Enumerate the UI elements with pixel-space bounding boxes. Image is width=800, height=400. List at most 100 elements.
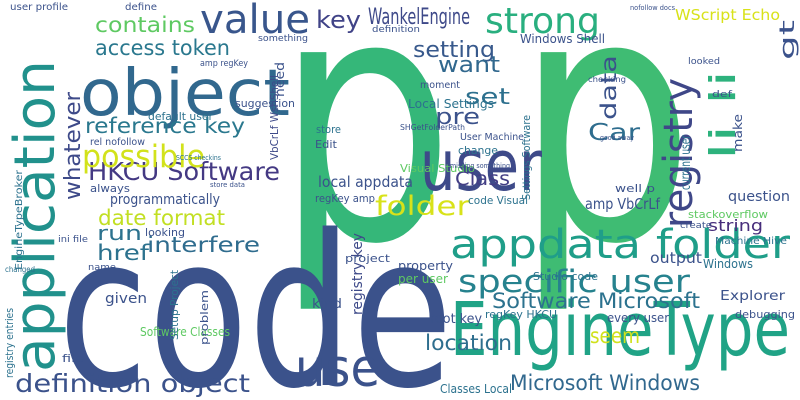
word: li li <box>703 70 744 160</box>
word: seem <box>590 324 640 348</box>
word: user <box>420 125 542 207</box>
word: definition object <box>15 369 250 398</box>
word: store <box>316 123 341 136</box>
word: WScript Echo <box>675 6 780 24</box>
word: programmatically <box>110 192 220 208</box>
word: problem <box>198 290 211 345</box>
word: def <box>712 90 733 100</box>
word: well p <box>615 182 655 195</box>
word: Software Microsoft <box>492 289 700 313</box>
word: rel nofollow <box>90 137 145 148</box>
word: EngineTypeBroker <box>14 169 25 270</box>
word: code <box>58 190 453 400</box>
word: given <box>105 291 147 307</box>
word: define <box>125 2 157 13</box>
word: SCCS checkins <box>176 154 221 162</box>
word: specific user <box>458 264 690 300</box>
word: Studio code <box>533 270 598 283</box>
word: Microsoft Windows <box>510 371 700 395</box>
word: Local Settings <box>408 97 494 111</box>
word: need <box>273 62 287 97</box>
word: user profile <box>10 2 68 13</box>
word: gt <box>775 20 799 60</box>
word: Machine Hive <box>715 236 787 247</box>
word: want <box>438 53 500 78</box>
word: output <box>650 249 702 267</box>
word: question <box>728 189 790 205</box>
word: regKey HKCU <box>485 308 557 321</box>
word: local appdata <box>318 173 413 191</box>
word: string <box>708 216 763 235</box>
word: application <box>3 60 68 372</box>
word: Software Classes <box>140 325 230 339</box>
word: suggestion <box>235 97 295 110</box>
word: data <box>597 55 621 120</box>
word: root key <box>430 312 482 327</box>
word: registry entries <box>3 308 16 378</box>
word: interfere <box>147 233 260 257</box>
word: Edit <box>315 138 338 151</box>
word: run <box>97 221 142 245</box>
word: checking <box>588 75 626 84</box>
word: Classes Local <box>440 382 512 396</box>
word: every user <box>607 311 669 325</box>
word: good away <box>600 134 634 142</box>
word: missing something <box>450 162 510 170</box>
word: User Machine <box>460 132 524 143</box>
word: appdata folder <box>450 222 791 268</box>
word: current user <box>679 135 694 190</box>
word: debugging <box>735 308 795 321</box>
word: key <box>316 6 361 34</box>
word: looked <box>688 57 720 67</box>
word: HKCU Software <box>88 157 280 186</box>
word: change <box>458 144 498 157</box>
word: set <box>465 85 510 110</box>
word: object <box>80 57 290 131</box>
word: p <box>515 0 695 319</box>
word: store data <box>210 181 245 189</box>
word: Setup Project <box>168 269 181 340</box>
word: kind <box>312 297 342 312</box>
word: Car <box>588 120 641 146</box>
word: date format <box>98 206 225 230</box>
word: use <box>295 339 380 399</box>
word: contains <box>95 13 195 37</box>
word: possible <box>82 139 205 175</box>
word: value <box>200 0 310 43</box>
word: changed <box>5 265 35 274</box>
word: Explorer <box>720 289 786 304</box>
word: default user <box>148 110 213 123</box>
word: file <box>62 352 84 365</box>
word: EngineType <box>450 287 790 373</box>
word: whatever <box>61 91 86 200</box>
word: href <box>97 241 150 265</box>
word: SHGetFolderPath <box>400 123 465 132</box>
word: looking <box>145 226 185 239</box>
word: registry <box>656 78 702 228</box>
word: Windows Shell <box>520 32 605 46</box>
word: p <box>275 0 455 319</box>
word: regKey amp <box>315 192 375 205</box>
word: reference key <box>85 114 245 138</box>
word: property <box>398 259 453 273</box>
word: strong <box>485 1 600 42</box>
word: definition <box>372 25 420 35</box>
word: stackoverflow <box>688 208 768 221</box>
word: amp regKey <box>200 59 249 69</box>
word: registry key <box>350 233 366 315</box>
word: Visual Studio <box>400 162 475 175</box>
word: VbCrLf WshShell <box>268 75 281 160</box>
word: name <box>88 263 116 273</box>
word: project <box>345 252 391 265</box>
word: access token <box>95 36 230 60</box>
word: location <box>425 331 512 355</box>
word: pre <box>435 105 480 130</box>
word: folder <box>375 191 471 222</box>
word: amp VbCrLf <box>585 195 661 213</box>
word: code Visual <box>468 194 528 207</box>
word: something <box>258 34 308 44</box>
word: Windows <box>703 257 753 271</box>
word: WankelEngine <box>368 5 470 30</box>
